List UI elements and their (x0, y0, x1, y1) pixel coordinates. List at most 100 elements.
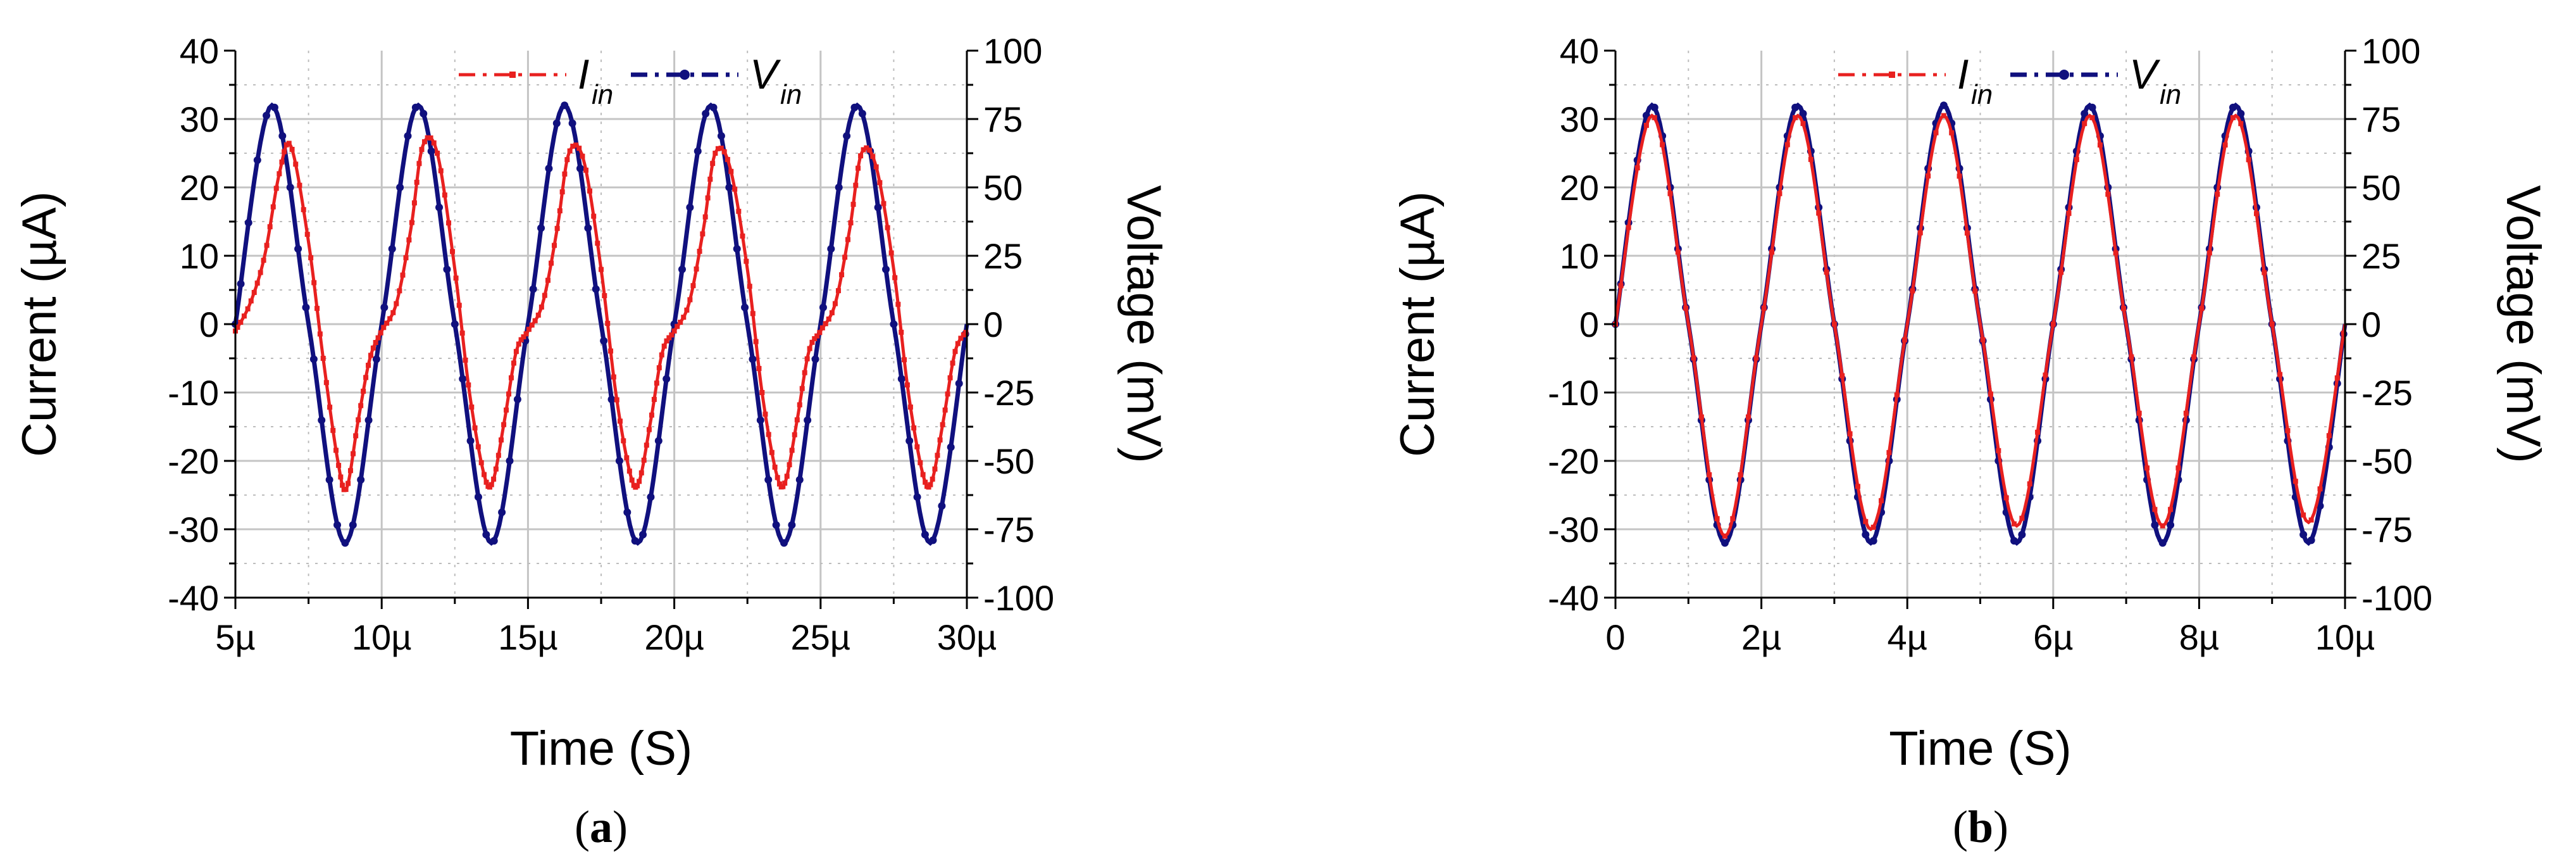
data-point-vin (702, 110, 710, 118)
panel-label-letter: b (1968, 801, 1993, 852)
y-right-tick-label: 50 (983, 168, 1023, 208)
data-point-iin (759, 390, 765, 395)
data-point-iin (361, 388, 366, 394)
y-left-tick-label: -20 (1548, 441, 1599, 481)
data-point-iin (261, 258, 266, 263)
data-point-iin (1738, 472, 1743, 477)
x-tick-label: 10µ (352, 617, 412, 657)
data-point-vin (459, 375, 467, 383)
data-point-vin (318, 416, 326, 424)
data-point-iin (675, 324, 680, 329)
data-point-vin (843, 132, 851, 140)
data-point-iin (2285, 428, 2291, 434)
data-point-iin (656, 365, 662, 370)
data-point-iin (557, 208, 563, 213)
data-point-iin (911, 425, 917, 430)
data-point-iin (787, 462, 792, 468)
data-point-iin (308, 255, 314, 261)
data-point-vin (427, 147, 435, 155)
y-right-axis-title: Voltage (mV) (2496, 185, 2550, 463)
data-point-iin (2269, 322, 2275, 327)
data-point-iin (523, 331, 529, 337)
data-point-vin (639, 531, 647, 539)
data-point-iin (856, 165, 861, 171)
data-point-iin (508, 375, 514, 380)
data-point-iin (273, 185, 279, 191)
y-right-tick-label: -50 (2361, 441, 2413, 481)
data-point-iin (1917, 230, 1923, 236)
data-point-iin (641, 457, 647, 463)
data-point-iin (725, 156, 730, 162)
data-point-iin (235, 324, 240, 330)
data-point-iin (343, 487, 349, 493)
data-point-iin (899, 329, 904, 335)
data-point-iin (1949, 130, 1955, 135)
data-point-iin (345, 481, 351, 486)
data-point-vin (2081, 110, 2089, 118)
x-axis-title: Time (S) (510, 722, 693, 776)
data-point-iin (794, 417, 800, 423)
y-right-tick-label: -75 (2361, 510, 2413, 550)
data-point-iin (482, 472, 487, 477)
legend-label-vin: V (2129, 51, 2161, 97)
data-point-iin (621, 438, 626, 444)
data-point-iin (370, 345, 376, 351)
data-point-iin (472, 425, 478, 430)
data-point-iin (707, 177, 713, 182)
data-point-iin (930, 476, 935, 482)
data-point-iin (366, 362, 371, 368)
data-point-iin (431, 140, 437, 146)
data-point-vin (663, 375, 671, 383)
data-point-vin (1791, 103, 1800, 111)
data-point-vin (1720, 539, 1729, 547)
data-point-iin (740, 233, 745, 239)
panel-label: (a) (575, 801, 628, 852)
data-point-vin (756, 416, 764, 424)
data-point-iin (654, 380, 659, 386)
data-point-iin (744, 258, 749, 264)
legend-sub-iin: in (1971, 79, 1993, 110)
data-point-vin (278, 132, 287, 140)
x-tick-label: 30µ (937, 617, 997, 657)
data-point-iin (605, 320, 611, 326)
y-right-tick-label: -75 (983, 510, 1035, 550)
y-left-tick-label: -10 (1548, 373, 1599, 413)
data-point-iin (286, 141, 292, 146)
data-point-vin (929, 536, 937, 544)
data-point-vin (341, 539, 349, 547)
y-right-tick-label: -100 (2361, 578, 2432, 618)
data-point-iin (829, 310, 835, 316)
data-point-vin (819, 303, 827, 311)
data-point-iin (2019, 515, 2025, 521)
x-tick-label: 15µ (498, 617, 558, 657)
data-point-vin (913, 493, 921, 501)
data-point-iin (945, 391, 950, 397)
data-point-vin (372, 355, 380, 363)
data-point-vin (741, 303, 749, 311)
data-point-iin (1730, 516, 1736, 522)
data-point-vin (733, 245, 741, 253)
data-point-iin (338, 474, 344, 480)
data-point-vin (388, 245, 396, 253)
data-point-iin (923, 479, 928, 485)
panel-label-close: ) (613, 801, 628, 852)
data-point-iin (644, 443, 649, 448)
data-point-iin (390, 310, 396, 315)
data-point-iin (792, 432, 797, 437)
data-point-iin (850, 201, 856, 207)
data-point-vin (850, 103, 859, 111)
axes (1604, 49, 2356, 609)
data-point-iin (902, 357, 907, 363)
data-point-iin (2120, 306, 2126, 311)
panel-label-open: ( (1953, 801, 1968, 852)
y-left-tick-label: 10 (180, 236, 219, 276)
data-point-iin (2230, 115, 2236, 120)
y-left-tick-label: 40 (180, 31, 219, 71)
legend-marker-iin (509, 72, 516, 78)
legend-label-iin: I (1957, 51, 1969, 97)
y-left-axis-title: Current (µA) (1391, 191, 1445, 457)
data-point-iin (1824, 269, 1829, 275)
data-point-iin (845, 237, 850, 242)
data-point-iin (2144, 465, 2150, 471)
data-point-vin (404, 132, 412, 140)
